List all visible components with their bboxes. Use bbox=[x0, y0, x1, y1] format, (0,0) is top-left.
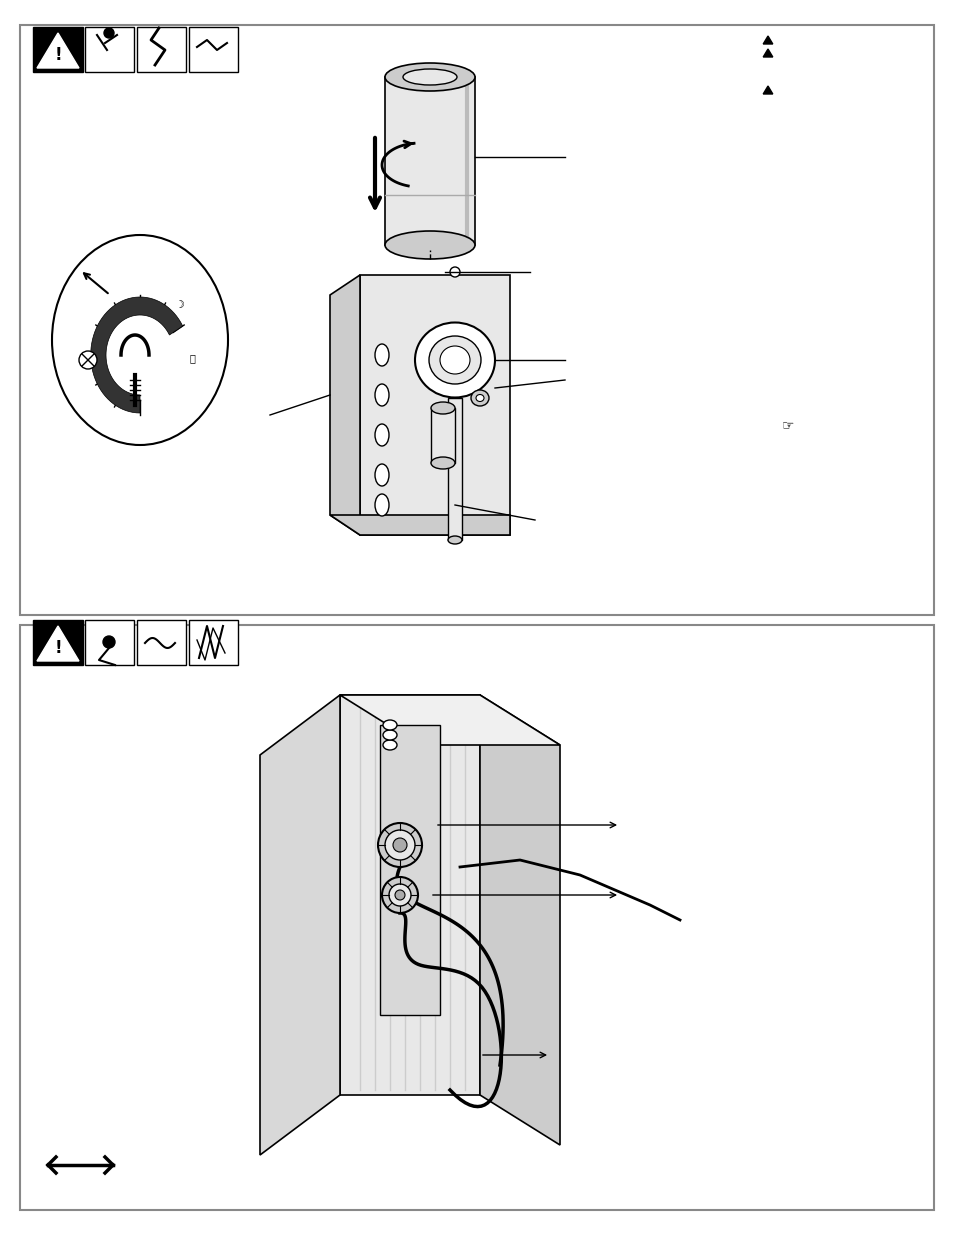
Ellipse shape bbox=[375, 424, 389, 446]
Bar bbox=[20, 25, 933, 615]
Ellipse shape bbox=[375, 345, 389, 366]
Bar bbox=[431, 408, 455, 463]
Polygon shape bbox=[91, 296, 183, 412]
Ellipse shape bbox=[375, 494, 389, 516]
Polygon shape bbox=[762, 49, 772, 57]
Ellipse shape bbox=[402, 69, 456, 85]
Ellipse shape bbox=[375, 464, 389, 487]
Bar bbox=[359, 275, 510, 535]
Ellipse shape bbox=[476, 394, 483, 401]
Circle shape bbox=[395, 890, 405, 900]
Circle shape bbox=[79, 351, 97, 369]
Polygon shape bbox=[339, 695, 479, 1095]
Text: ☽: ☽ bbox=[174, 300, 185, 310]
Ellipse shape bbox=[52, 235, 228, 445]
Ellipse shape bbox=[431, 403, 455, 414]
Polygon shape bbox=[762, 36, 772, 44]
Polygon shape bbox=[37, 626, 79, 661]
Ellipse shape bbox=[471, 390, 489, 406]
Circle shape bbox=[450, 267, 459, 277]
Ellipse shape bbox=[415, 322, 495, 398]
Polygon shape bbox=[330, 515, 510, 535]
Text: 🐟: 🐟 bbox=[189, 353, 194, 363]
Ellipse shape bbox=[382, 730, 396, 740]
Bar bbox=[385, 77, 475, 245]
Circle shape bbox=[377, 823, 421, 867]
Bar bbox=[85, 620, 133, 664]
Circle shape bbox=[385, 830, 415, 860]
Circle shape bbox=[381, 877, 417, 913]
Polygon shape bbox=[260, 695, 339, 1155]
Polygon shape bbox=[762, 86, 772, 94]
Bar bbox=[137, 620, 186, 664]
Bar bbox=[448, 398, 461, 540]
Ellipse shape bbox=[382, 740, 396, 750]
Ellipse shape bbox=[429, 336, 480, 384]
Bar bbox=[189, 620, 237, 664]
Bar bbox=[189, 27, 237, 72]
Ellipse shape bbox=[385, 63, 475, 91]
Circle shape bbox=[393, 839, 407, 852]
Ellipse shape bbox=[439, 346, 470, 374]
Ellipse shape bbox=[431, 457, 455, 469]
Bar bbox=[137, 27, 186, 72]
Ellipse shape bbox=[375, 384, 389, 406]
Polygon shape bbox=[339, 695, 559, 745]
Text: !: ! bbox=[54, 638, 62, 657]
Circle shape bbox=[103, 636, 115, 648]
Bar bbox=[33, 620, 83, 664]
Text: !: ! bbox=[54, 46, 62, 64]
Circle shape bbox=[104, 28, 113, 38]
Ellipse shape bbox=[382, 720, 396, 730]
Circle shape bbox=[389, 884, 411, 906]
Polygon shape bbox=[37, 33, 79, 68]
Ellipse shape bbox=[448, 536, 461, 543]
Polygon shape bbox=[330, 275, 359, 535]
Ellipse shape bbox=[385, 231, 475, 259]
Polygon shape bbox=[479, 695, 559, 1145]
Bar bbox=[20, 625, 933, 1210]
Text: ☞: ☞ bbox=[781, 417, 794, 432]
Bar bbox=[85, 27, 133, 72]
Bar bbox=[33, 27, 83, 72]
Bar bbox=[379, 725, 439, 1015]
